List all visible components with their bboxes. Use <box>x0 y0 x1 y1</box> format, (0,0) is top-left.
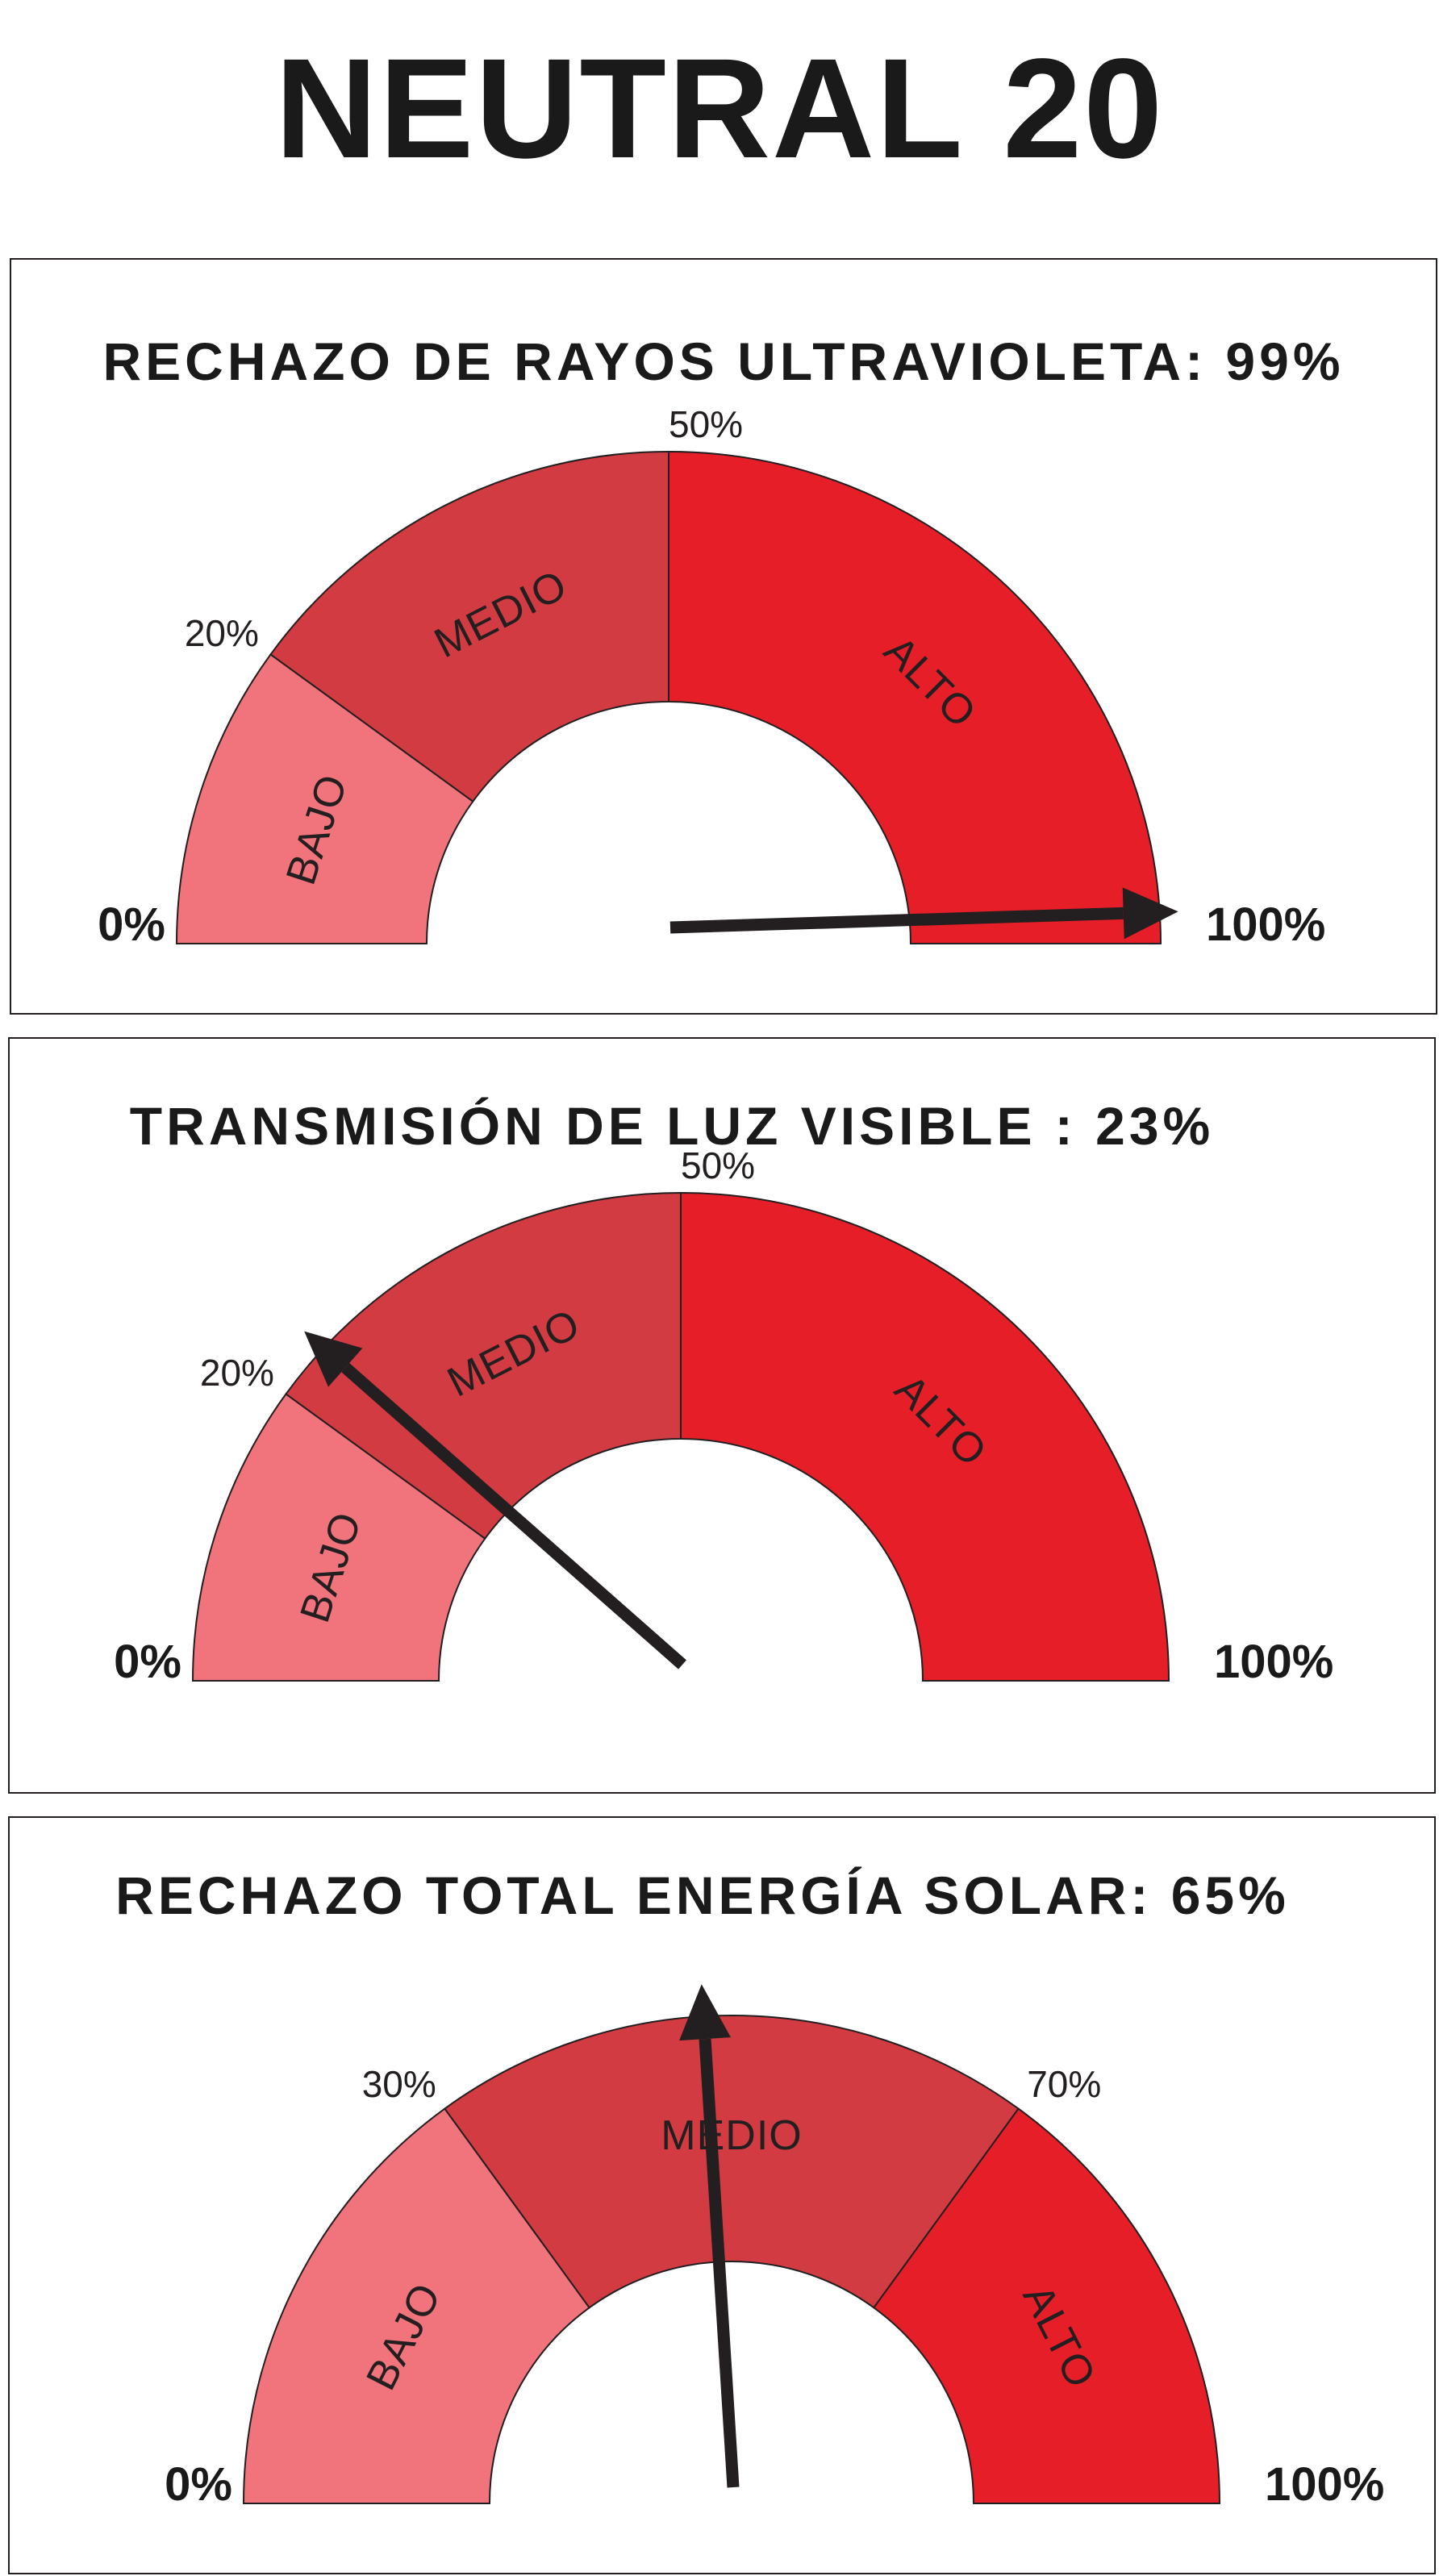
gauge-band-bajo <box>175 653 474 944</box>
gauge-title: TRANSMISIÓN DE LUZ VISIBLE : 23% <box>129 1096 1215 1156</box>
gauge-max-label: 100% <box>1206 898 1325 951</box>
gauge-title: RECHAZO DE RAYOS ULTRAVIOLETA: 99% <box>102 331 1345 391</box>
gauge-threshold-label: 30% <box>362 2063 436 2105</box>
gauge-band-alto <box>668 450 1162 944</box>
gauge-panel-visible-light: TRANSMISIÓN DE LUZ VISIBLE : 23% BAJO MED… <box>8 1037 1436 1794</box>
gauge-band-label: MEDIO <box>661 2112 802 2159</box>
gauge-threshold-label: 20% <box>200 1352 274 1394</box>
gauge-panel-solar-energy: RECHAZO TOTAL ENERGÍA SOLAR: 65% BAJO MED… <box>8 1816 1436 2574</box>
gauge-band-medio <box>285 1191 682 1540</box>
gauge-max-label: 100% <box>1265 2458 1384 2511</box>
gauge-min-label: 0% <box>114 1636 181 1688</box>
gauge-band-alto <box>680 1191 1170 1682</box>
gauge-title: RECHAZO TOTAL ENERGÍA SOLAR: 65% <box>115 1865 1290 1925</box>
gauge-threshold-label: 50% <box>681 1144 755 1186</box>
gauge-band-bajo <box>242 2107 591 2504</box>
gauge-threshold-label: 20% <box>185 612 259 654</box>
gauge-band-bajo <box>191 1392 486 1682</box>
gauge-needle <box>679 1984 740 2488</box>
gauge-band-alto <box>872 2107 1221 2504</box>
gauge-min-label: 0% <box>165 2458 232 2511</box>
gauge-band-medio <box>443 2015 1020 2309</box>
gauge-threshold-label: 70% <box>1027 2063 1101 2105</box>
main-title: NEUTRAL 20 <box>274 30 1165 188</box>
gauge-min-label: 0% <box>98 898 165 951</box>
gauge-needle <box>669 887 1178 940</box>
gauge-needle <box>304 1331 686 1669</box>
gauge-panel-uv: RECHAZO DE RAYOS ULTRAVIOLETA: 99% BAJO M… <box>10 258 1437 1015</box>
gauge-threshold-label: 50% <box>669 403 743 445</box>
gauge-max-label: 100% <box>1214 1636 1333 1688</box>
gauge-band-medio <box>269 450 669 803</box>
